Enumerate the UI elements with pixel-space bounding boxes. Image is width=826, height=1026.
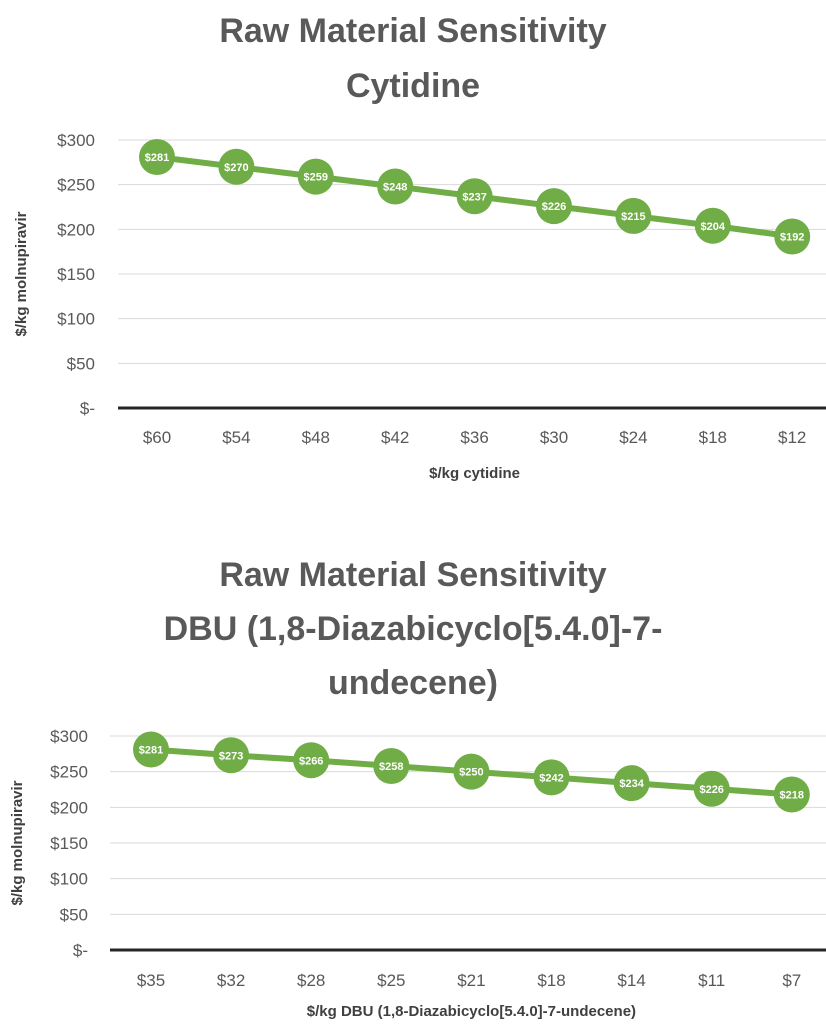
data-label: $258 — [379, 761, 403, 773]
x-tick-label: $48 — [302, 428, 330, 447]
data-label: $266 — [299, 755, 323, 767]
data-label: $248 — [383, 181, 407, 193]
data-point — [297, 158, 334, 195]
x-tick-label: $35 — [137, 971, 165, 990]
x-tick-label: $25 — [377, 971, 405, 990]
data-label: $226 — [699, 784, 723, 796]
data-point — [293, 742, 330, 779]
x-tick-label: $7 — [782, 971, 801, 990]
data-label: $281 — [139, 745, 163, 757]
data-point — [213, 737, 250, 774]
x-tick-label: $21 — [457, 971, 485, 990]
data-point — [373, 747, 410, 784]
chart-title-line: DBU (1,8-Diazabicyclo[5.4.0]-7- — [164, 610, 663, 648]
y-tick-label: $150 — [57, 265, 95, 284]
y-tick-label: $50 — [60, 905, 88, 924]
data-point — [139, 138, 175, 175]
data-point — [133, 731, 169, 768]
x-tick-label: $30 — [540, 428, 568, 447]
data-label: $281 — [145, 152, 169, 164]
data-point — [453, 753, 490, 790]
chart-dbu: Raw Material Sensitivity DBU (1,8-Diazabi… — [9, 556, 826, 1020]
y-tick-label: $250 — [57, 176, 95, 195]
data-label: $273 — [219, 750, 243, 762]
x-tick-label: $18 — [699, 428, 727, 447]
x-tick-label: $42 — [381, 428, 409, 447]
chart-title-line: undecene) — [328, 664, 498, 702]
y-tick-label: $50 — [67, 354, 95, 373]
data-point — [773, 776, 810, 813]
x-tick-label: $36 — [460, 428, 488, 447]
chart-title-line: Raw Material Sensitivity — [219, 556, 606, 594]
data-point — [693, 770, 730, 807]
y-tick-label: $100 — [57, 310, 95, 329]
data-label: $234 — [619, 778, 644, 790]
data-label: $250 — [459, 767, 483, 779]
data-label: $242 — [539, 772, 563, 784]
x-axis-title: $/kg cytidine — [429, 465, 520, 482]
chart-title-line: Cytidine — [346, 67, 480, 105]
data-point — [694, 207, 731, 244]
data-point — [774, 218, 811, 255]
y-tick-label: $300 — [50, 727, 88, 746]
data-point — [533, 759, 570, 796]
data-label: $237 — [462, 191, 486, 203]
data-point — [377, 168, 414, 205]
y-tick-label: $200 — [50, 798, 88, 817]
y-tick-label: $100 — [50, 870, 88, 889]
data-point — [218, 148, 255, 185]
y-tick-label: $150 — [50, 834, 88, 853]
x-tick-label: $54 — [222, 428, 250, 447]
data-label: $204 — [701, 221, 726, 233]
x-tick-label: $60 — [143, 428, 171, 447]
data-label: $259 — [304, 172, 328, 184]
data-point — [615, 197, 652, 234]
x-tick-label: $12 — [778, 428, 806, 447]
chart-cytidine: Raw Material Sensitivity Cytidine $300 $250… — [13, 12, 826, 482]
data-label: $226 — [542, 201, 566, 213]
x-tick-label: $28 — [297, 971, 325, 990]
y-tick-label: $- — [80, 399, 95, 418]
x-tick-label: $24 — [619, 428, 647, 447]
y-tick-label: $300 — [57, 131, 95, 150]
data-point — [536, 188, 572, 225]
y-tick-label: $200 — [57, 220, 95, 239]
y-axis-title: $/kg molnupiravir — [9, 780, 26, 905]
data-label: $218 — [780, 789, 804, 801]
data-label: $215 — [621, 211, 645, 223]
x-axis-title: $/kg DBU (1,8-Diazabicyclo[5.4.0]-7-unde… — [307, 1003, 636, 1020]
data-label: $270 — [224, 162, 248, 174]
y-axis-title: $/kg molnupiravir — [13, 211, 30, 336]
chart-title-line: Raw Material Sensitivity — [219, 12, 606, 50]
x-tick-label: $11 — [698, 971, 725, 990]
data-label: $192 — [780, 231, 804, 243]
data-point — [456, 178, 493, 215]
x-tick-label: $14 — [617, 971, 645, 990]
y-tick-label: $- — [73, 941, 88, 960]
x-tick-label: $18 — [537, 971, 565, 990]
y-tick-label: $250 — [50, 763, 88, 782]
x-tick-label: $32 — [217, 971, 245, 990]
data-point — [613, 765, 650, 802]
